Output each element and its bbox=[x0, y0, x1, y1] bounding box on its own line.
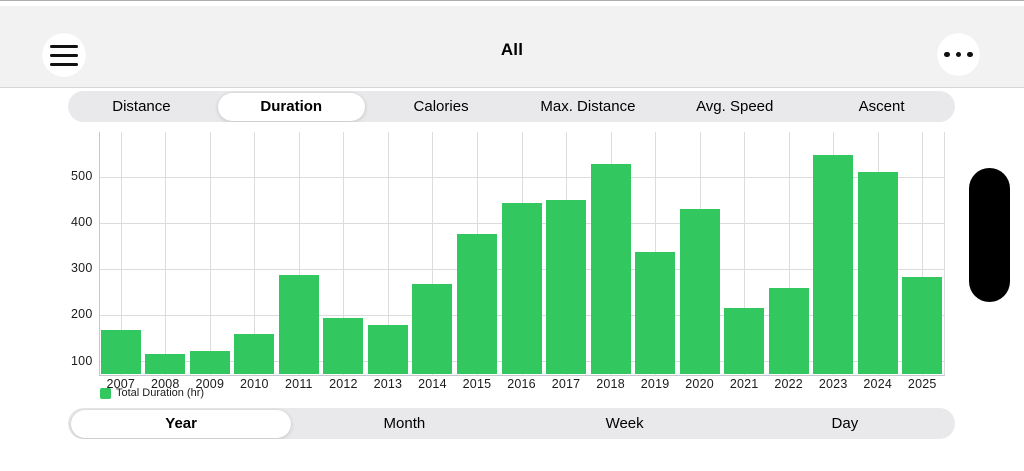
x-axis-label-2015: 2015 bbox=[462, 377, 492, 391]
tab-calories[interactable]: Calories bbox=[413, 98, 469, 115]
tab-max-distance[interactable]: Max. Distance bbox=[540, 98, 636, 115]
x-axis-label-2021: 2021 bbox=[729, 377, 759, 391]
tab-week[interactable]: Week bbox=[605, 415, 644, 432]
bar-2013[interactable] bbox=[367, 324, 408, 375]
x-axis-label-2019: 2019 bbox=[640, 377, 670, 391]
x-axis-label-2022: 2022 bbox=[774, 377, 803, 391]
legend-label: Total Duration (hr) bbox=[116, 387, 205, 399]
x-axis-label-2020: 2020 bbox=[685, 377, 714, 391]
bar-2016[interactable] bbox=[501, 203, 542, 375]
x-gridline-2009 bbox=[209, 132, 211, 375]
y-axis-line bbox=[98, 132, 100, 375]
x-axis-label-2011: 2011 bbox=[285, 377, 313, 391]
bar-2014[interactable] bbox=[412, 284, 453, 375]
x-axis-label-2018: 2018 bbox=[596, 377, 625, 391]
x-gridline-2011 bbox=[298, 132, 300, 375]
x-axis-label-2013: 2013 bbox=[373, 377, 403, 391]
y-axis-label-100: 100 bbox=[71, 353, 93, 368]
x-axis-line bbox=[98, 374, 945, 376]
bar-2023[interactable] bbox=[813, 154, 854, 375]
x-axis-label-2025: 2025 bbox=[907, 377, 937, 391]
bar-2007[interactable] bbox=[100, 329, 141, 375]
x-axis-label-2024: 2024 bbox=[863, 377, 892, 391]
y-axis-label-300: 300 bbox=[71, 261, 93, 276]
tab-distance[interactable]: Distance bbox=[112, 98, 171, 115]
bar-2015[interactable] bbox=[456, 233, 497, 375]
y-axis-label-400: 400 bbox=[71, 215, 93, 230]
x-gridline-2012 bbox=[343, 132, 345, 375]
x-axis-label-2007: 2007 bbox=[106, 377, 136, 391]
bar-2009[interactable] bbox=[189, 351, 230, 375]
tab-duration[interactable]: Duration bbox=[217, 92, 365, 121]
x-axis-label-2012: 2012 bbox=[329, 377, 358, 391]
y-axis-label-200: 200 bbox=[71, 307, 93, 322]
tab-ascent[interactable]: Ascent bbox=[858, 98, 905, 115]
plot-right-edge bbox=[943, 132, 945, 375]
bar-2022[interactable] bbox=[768, 287, 809, 375]
x-gridline-2010 bbox=[254, 132, 256, 375]
top-hairline bbox=[0, 0, 1024, 1]
ellipsis-icon bbox=[944, 51, 973, 58]
x-gridline-2007 bbox=[120, 132, 122, 375]
bar-2010[interactable] bbox=[234, 333, 275, 375]
tab-month[interactable]: Month bbox=[383, 415, 426, 432]
bar-2018[interactable] bbox=[590, 164, 631, 375]
tab-avg-speed[interactable]: Avg. Speed bbox=[696, 98, 774, 115]
header-bar: All bbox=[0, 6, 1024, 88]
x-axis-label-2023: 2023 bbox=[818, 377, 848, 391]
bar-2017[interactable] bbox=[546, 200, 587, 375]
bar-2012[interactable] bbox=[323, 317, 364, 375]
x-axis-label-2014: 2014 bbox=[418, 377, 447, 391]
x-gridline-2021 bbox=[744, 132, 746, 375]
bar-2024[interactable] bbox=[857, 172, 898, 375]
chart-legend: Total Duration (hr) bbox=[100, 387, 204, 399]
system-pill bbox=[969, 168, 1010, 302]
bar-2019[interactable] bbox=[635, 252, 676, 375]
bar-2021[interactable] bbox=[724, 308, 765, 375]
x-gridline-2014 bbox=[432, 132, 434, 375]
hamburger-icon bbox=[50, 44, 78, 66]
menu-button[interactable] bbox=[42, 33, 86, 77]
x-axis-label-2009: 2009 bbox=[195, 377, 225, 391]
page-title: All bbox=[500, 40, 524, 59]
more-options-button[interactable] bbox=[937, 33, 980, 76]
x-gridline-2022 bbox=[788, 132, 790, 375]
x-axis-label-2017: 2017 bbox=[551, 377, 581, 391]
metric-segmented-control: Distance Duration Calories Max. Distance Avg… bbox=[68, 91, 955, 122]
x-axis-label-2010: 2010 bbox=[240, 377, 269, 391]
y-axis-label-500: 500 bbox=[71, 169, 93, 184]
x-gridline-2008 bbox=[165, 132, 167, 375]
bar-2020[interactable] bbox=[679, 209, 720, 375]
tab-year[interactable]: Year bbox=[71, 409, 292, 438]
x-gridline-2013 bbox=[387, 132, 389, 375]
bar-2011[interactable] bbox=[278, 274, 319, 375]
bar-2008[interactable] bbox=[145, 353, 186, 375]
x-axis-label-2008: 2008 bbox=[150, 377, 180, 391]
period-segmented-control: Year Month Week Day bbox=[68, 408, 955, 439]
bar-2025[interactable] bbox=[902, 276, 943, 375]
x-gridline-2025 bbox=[922, 132, 924, 375]
legend-swatch bbox=[100, 387, 111, 399]
x-axis-label-2016: 2016 bbox=[507, 377, 536, 391]
tab-day[interactable]: Day bbox=[831, 415, 859, 432]
